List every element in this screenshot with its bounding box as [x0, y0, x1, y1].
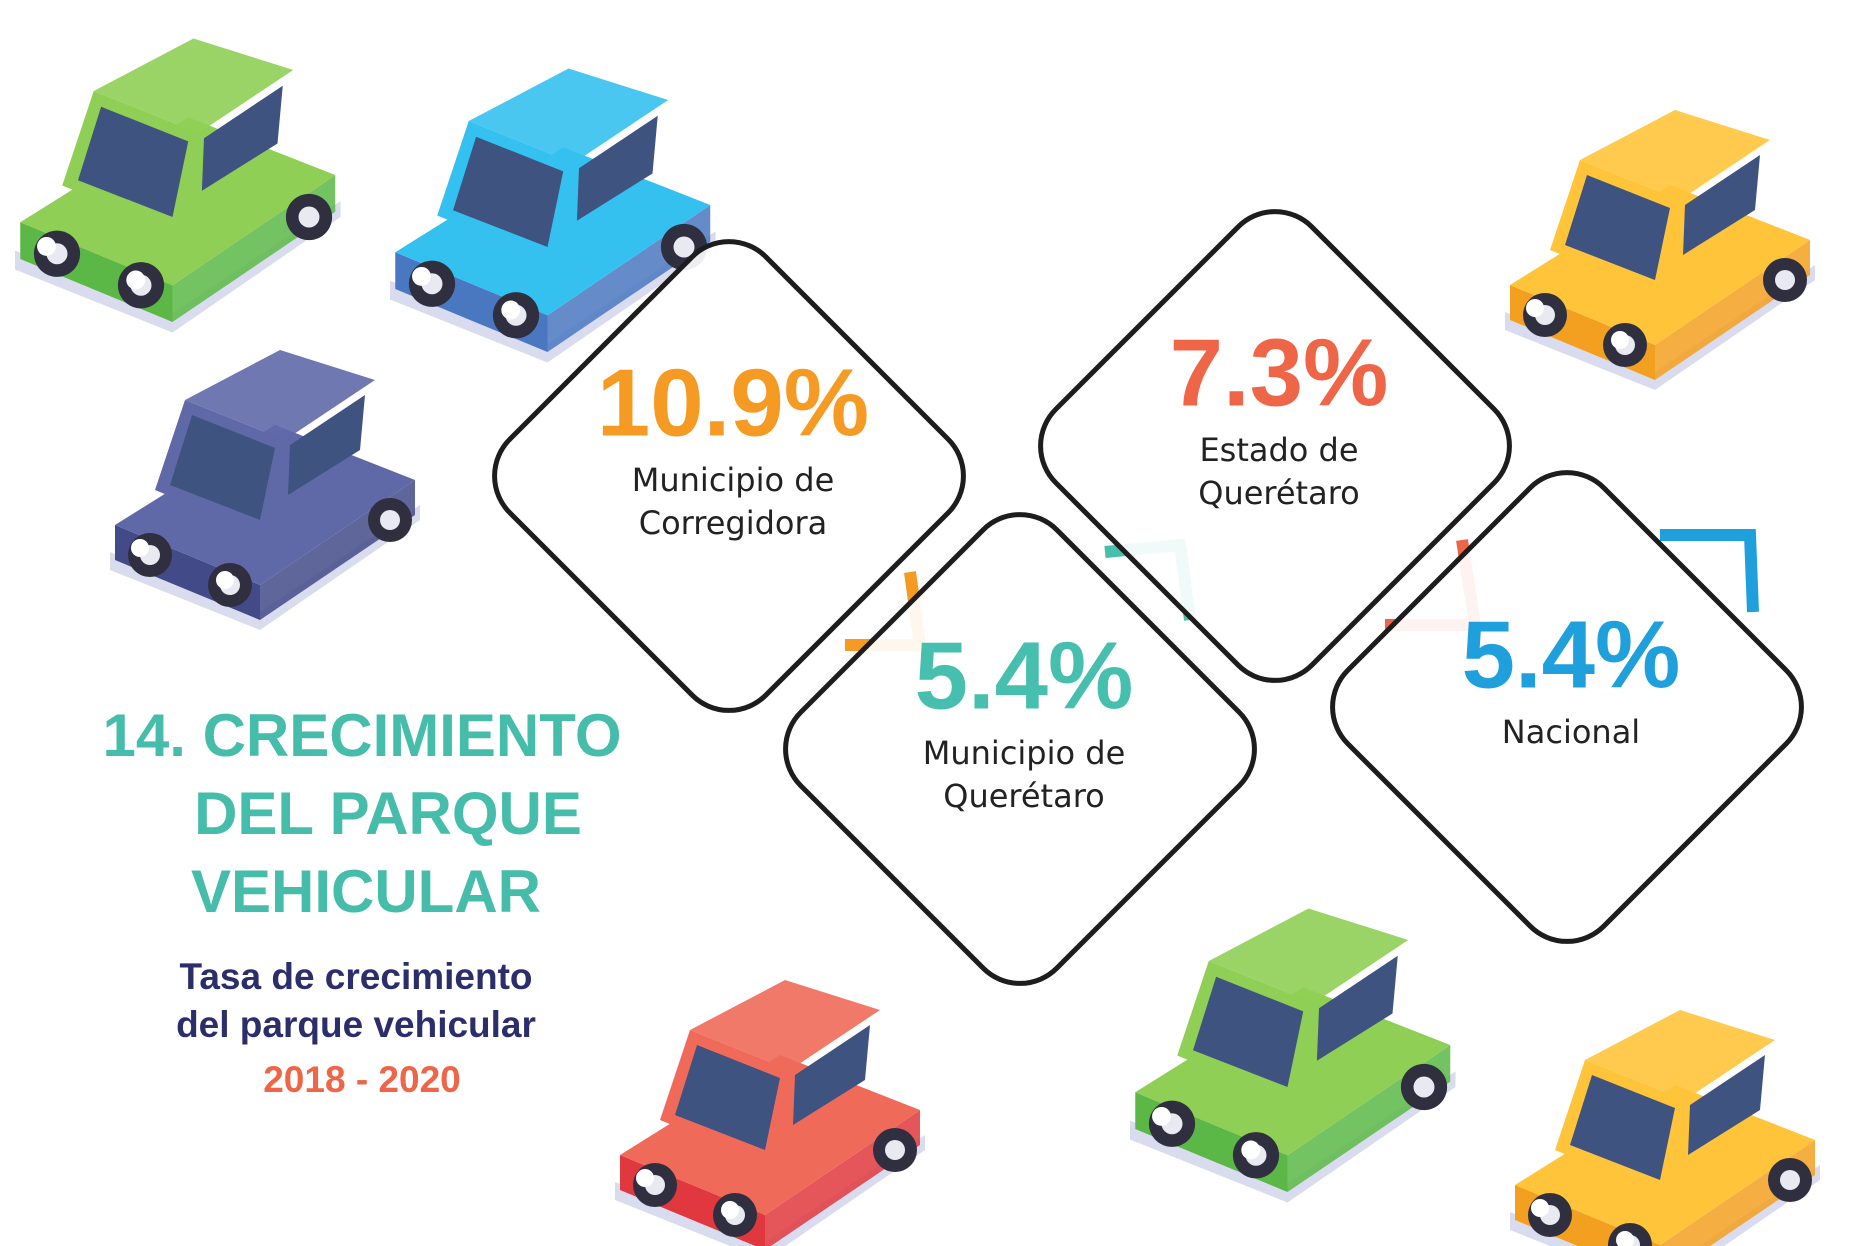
subtitle-line: del parque vehicular [176, 1004, 536, 1045]
stat-label: Nacional [1502, 713, 1640, 751]
stat-card [783, 512, 1257, 986]
headlight [1531, 1199, 1549, 1217]
headlight [126, 270, 146, 290]
accent [1660, 529, 1759, 613]
title-block: 14. CRECIMIENTO DEL PARQUE VEHICULAR Tas… [103, 702, 622, 1100]
title-line: VEHICULAR [191, 858, 541, 925]
car-windshield [170, 415, 275, 520]
headlight [1611, 331, 1629, 349]
car-windshield [78, 106, 189, 217]
hub [1780, 1170, 1800, 1190]
car-side-window [201, 85, 283, 191]
car [110, 350, 420, 630]
stat-label: Querétaro [1198, 474, 1359, 512]
car-illustrations [15, 38, 1820, 1246]
car-side-window [1683, 155, 1760, 255]
title-line: DEL PARQUE [194, 780, 582, 847]
car-windshield [1570, 1075, 1675, 1180]
stat-label: Municipio de [632, 461, 835, 499]
car-roof [93, 38, 294, 133]
car-shadow [1130, 1071, 1456, 1203]
stat-value: 5.4% [1462, 601, 1681, 708]
headlight [1616, 1231, 1634, 1246]
hub [673, 236, 695, 258]
car-shadow [110, 505, 420, 630]
car-windshield [1565, 175, 1670, 280]
stat-cards: 10.9% Municipio de Corregidora 5.4% Municipi… [492, 209, 1804, 986]
car [1505, 110, 1815, 390]
car-windshield [453, 136, 564, 247]
car-shadow [1510, 1165, 1820, 1246]
headlight [216, 571, 234, 589]
stat-label: Querétaro [943, 777, 1104, 815]
hub [885, 1140, 905, 1160]
car [1510, 1010, 1820, 1246]
stat-card [1330, 470, 1804, 944]
stat-value: 7.3% [1170, 319, 1389, 426]
hub [380, 510, 400, 530]
car-shadow [390, 231, 716, 363]
stat-value: 5.4% [915, 622, 1134, 729]
stat-label: Municipio de [923, 734, 1126, 772]
stat-card [492, 239, 966, 713]
car-shadow [1505, 265, 1815, 390]
headlight [636, 1169, 654, 1187]
hub [298, 206, 320, 228]
stat-card [1038, 209, 1512, 683]
title-line: 14. CRECIMIENTO [103, 702, 622, 769]
car-side-window [1316, 955, 1398, 1061]
stat-value: 10.9% [597, 349, 869, 456]
stat-label: Corregidora [639, 504, 828, 542]
headlight [131, 539, 149, 557]
car-roof [690, 980, 880, 1070]
car-roof [1208, 908, 1409, 1003]
hub [1775, 270, 1795, 290]
car-roof [1585, 1010, 1775, 1100]
car-roof [468, 68, 669, 163]
subtitle-line: Tasa de crecimiento [179, 956, 532, 997]
headlight [1152, 1106, 1171, 1126]
car-roof [1580, 110, 1770, 200]
period: 2018 - 2020 [263, 1059, 461, 1100]
car-side-window [288, 395, 365, 495]
headlight [501, 300, 521, 320]
car [615, 980, 925, 1246]
hub [1413, 1076, 1435, 1098]
car-windshield [1193, 976, 1304, 1087]
car-side-window [576, 115, 658, 221]
car-side-window [1688, 1055, 1765, 1155]
headlight [721, 1201, 739, 1219]
car-roof [185, 350, 375, 440]
headlight [412, 266, 431, 286]
stat-label: Estado de [1199, 431, 1358, 469]
headlight [1526, 299, 1544, 317]
headlight [1241, 1140, 1261, 1160]
car [15, 38, 341, 333]
car-shadow [15, 201, 341, 333]
car-windshield [675, 1045, 780, 1150]
car-side-window [793, 1025, 870, 1125]
headlight [37, 236, 56, 256]
car [1130, 908, 1456, 1203]
